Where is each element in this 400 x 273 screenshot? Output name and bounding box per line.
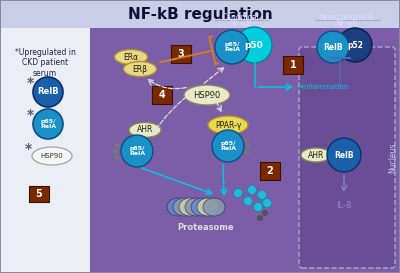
Ellipse shape (197, 198, 219, 216)
Text: NF-κB: NF-κB (229, 19, 251, 28)
Circle shape (258, 215, 262, 221)
Circle shape (236, 27, 272, 63)
FancyBboxPatch shape (1, 1, 399, 28)
Circle shape (33, 77, 63, 107)
Ellipse shape (167, 198, 189, 216)
Circle shape (215, 30, 249, 64)
Text: p65/
RelA: p65/ RelA (129, 146, 145, 156)
Text: NF-kB regulation: NF-kB regulation (128, 7, 272, 22)
Circle shape (234, 188, 242, 197)
FancyBboxPatch shape (29, 186, 49, 202)
Ellipse shape (124, 61, 156, 76)
Text: HSP90: HSP90 (193, 91, 221, 99)
Circle shape (33, 109, 63, 139)
Text: *Upregulated in
CKD patient
serum: *Upregulated in CKD patient serum (14, 48, 76, 78)
Circle shape (262, 198, 272, 207)
Ellipse shape (173, 198, 195, 216)
Circle shape (338, 28, 372, 62)
Circle shape (317, 31, 349, 63)
Ellipse shape (129, 123, 161, 138)
Text: 4: 4 (159, 90, 165, 100)
Text: AHR: AHR (308, 150, 324, 159)
FancyBboxPatch shape (260, 162, 280, 180)
Text: p65/
RelA: p65/ RelA (220, 141, 236, 152)
Text: *: * (24, 142, 32, 156)
Text: *: * (26, 108, 34, 122)
Circle shape (327, 138, 361, 172)
Text: p52: p52 (347, 40, 363, 49)
FancyBboxPatch shape (1, 28, 90, 272)
Text: 5: 5 (36, 189, 42, 199)
Text: PPAR-γ: PPAR-γ (215, 120, 241, 129)
FancyBboxPatch shape (283, 56, 303, 74)
Circle shape (262, 210, 268, 215)
Text: Canonical: Canonical (221, 13, 259, 22)
Text: IL-8: IL-8 (336, 200, 352, 209)
Circle shape (244, 197, 252, 206)
FancyBboxPatch shape (299, 47, 395, 268)
Text: NF-κB: NF-κB (336, 19, 358, 28)
Text: Proteasome: Proteasome (178, 222, 234, 232)
Ellipse shape (191, 198, 213, 216)
Ellipse shape (208, 116, 248, 134)
FancyBboxPatch shape (152, 86, 172, 104)
FancyBboxPatch shape (90, 28, 399, 272)
Text: Nucleus: Nucleus (388, 143, 398, 173)
Text: 3: 3 (178, 49, 184, 59)
Text: 1: 1 (290, 60, 296, 70)
Text: *: * (26, 76, 34, 90)
Ellipse shape (184, 85, 230, 105)
Text: AHR: AHR (137, 126, 153, 135)
Text: Non-canonical: Non-canonical (320, 13, 374, 22)
Ellipse shape (32, 147, 72, 165)
Text: p65/
RelA: p65/ RelA (224, 41, 240, 52)
Ellipse shape (301, 148, 331, 162)
Circle shape (254, 203, 262, 212)
Circle shape (248, 185, 256, 194)
Text: ERβ: ERβ (132, 64, 148, 73)
Text: RelB: RelB (323, 43, 343, 52)
Text: RelB: RelB (37, 88, 59, 96)
Circle shape (212, 130, 244, 162)
Text: →Inflammation: →Inflammation (297, 84, 349, 90)
Text: p65/
RelA: p65/ RelA (40, 118, 56, 129)
Text: p50: p50 (245, 40, 263, 49)
Text: 2: 2 (267, 166, 273, 176)
FancyBboxPatch shape (171, 45, 191, 63)
Text: RelB: RelB (334, 150, 354, 159)
Ellipse shape (203, 198, 225, 216)
Circle shape (121, 135, 153, 167)
Ellipse shape (185, 198, 207, 216)
Ellipse shape (179, 198, 201, 216)
Text: HSP90: HSP90 (41, 153, 63, 159)
Ellipse shape (114, 49, 148, 64)
Text: ERα: ERα (124, 52, 138, 61)
Circle shape (258, 191, 266, 200)
